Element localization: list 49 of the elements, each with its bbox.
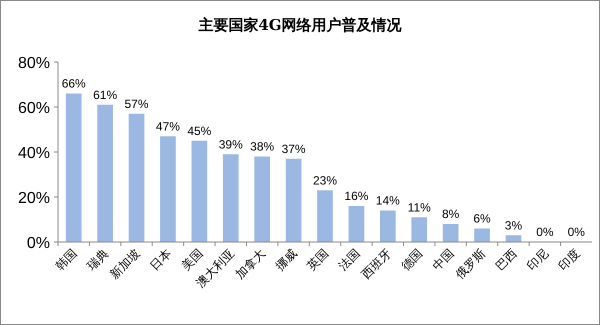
y-tick-label: 20% [18,190,50,207]
data-label: 47% [156,119,180,134]
bar [474,228,490,242]
y-tick-label: 60% [18,100,50,117]
x-tick-label: 新加坡 [107,246,143,282]
x-tick-label: 英国 [304,246,332,274]
x-tick-label: 中国 [430,246,457,274]
bar [66,94,82,242]
x-tick-label: 韩国 [52,246,80,274]
data-label: 3% [504,218,522,232]
bar [222,154,239,242]
x-tick-label: 挪威 [272,246,300,274]
data-label: 61% [93,88,118,102]
bar [160,136,176,242]
data-label: 38% [250,140,275,154]
x-tick-label: 美国 [178,246,206,274]
bar [380,210,396,242]
data-label: 14% [376,194,400,208]
bar [411,217,428,242]
bar [97,104,113,242]
y-tick-label: 0% [26,235,50,252]
y-tick-label: 80% [18,55,50,72]
bar [286,158,302,242]
data-label: 66% [62,76,86,90]
data-label: 16% [344,189,369,203]
data-label: 57% [124,96,149,111]
bar [442,224,458,242]
bar [254,156,270,242]
x-tick-label: 印尼 [524,246,552,274]
data-label: 37% [282,142,306,156]
data-label: 23% [312,173,338,188]
data-label: 11% [408,200,432,214]
bar [317,190,333,242]
bar [348,206,364,242]
data-label: 45% [187,124,212,138]
data-label: 6% [473,212,492,226]
bar [506,235,522,242]
bar [128,114,144,242]
data-label: 0% [536,225,554,239]
x-tick-label: 巴西 [492,246,520,274]
bar [192,140,208,242]
x-tick-label: 印度 [556,246,582,274]
data-label: 39% [218,137,244,152]
x-tick-label: 日本 [147,246,174,274]
x-tick-label: 德国 [398,246,426,274]
chart-title: 主要国家4G网络用户普及情况 [197,16,403,34]
data-label: 0% [568,225,586,239]
y-tick-label: 40% [18,145,50,162]
data-label: 8% [442,207,460,221]
